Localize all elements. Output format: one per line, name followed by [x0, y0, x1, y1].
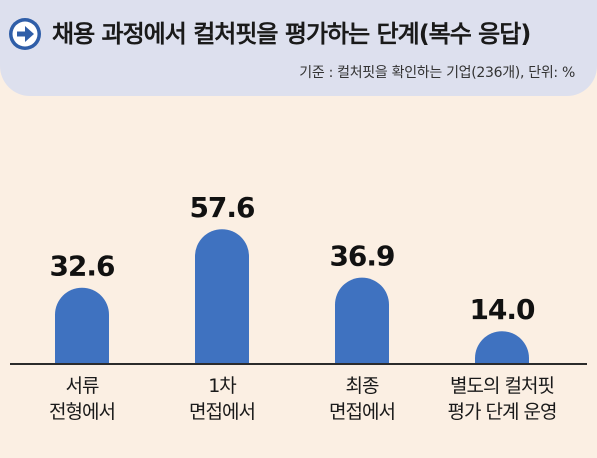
bar-4 — [475, 331, 529, 364]
category-label-2-line-1: 1차 — [208, 375, 236, 397]
category-label-4-line-2: 평가 단계 운영 — [448, 401, 557, 423]
category-label-2-line-2: 면접에서 — [189, 401, 255, 423]
value-label-1: 32.6 — [49, 250, 114, 283]
category-label-3-line-2: 면접에서 — [329, 401, 395, 423]
chart-subtitle: 기준 : 컬처핏을 확인하는 기업(236개), 단위: % — [299, 65, 575, 81]
bar-2 — [195, 229, 249, 364]
value-label-3: 36.9 — [329, 240, 394, 273]
category-label-4-line-1: 별도의 컬처핏 — [450, 375, 554, 397]
category-label-1-line-2: 전형에서 — [49, 401, 115, 423]
chart-title: 채용 과정에서 컬처핏을 평가하는 단계(복수 응답) — [52, 20, 531, 48]
category-label-1-line-1: 서류 — [66, 375, 99, 397]
value-label-4: 14.0 — [469, 293, 535, 326]
bar-1 — [55, 287, 109, 364]
chart-header: 채용 과정에서 컬처핏을 평가하는 단계(복수 응답) 기준 : 컬처핏을 확인… — [0, 0, 597, 96]
category-label-3-line-1: 최종 — [346, 375, 379, 397]
value-label-2: 57.6 — [189, 191, 254, 224]
bar-3 — [335, 277, 389, 364]
arrow-right-circle-icon — [9, 18, 41, 50]
